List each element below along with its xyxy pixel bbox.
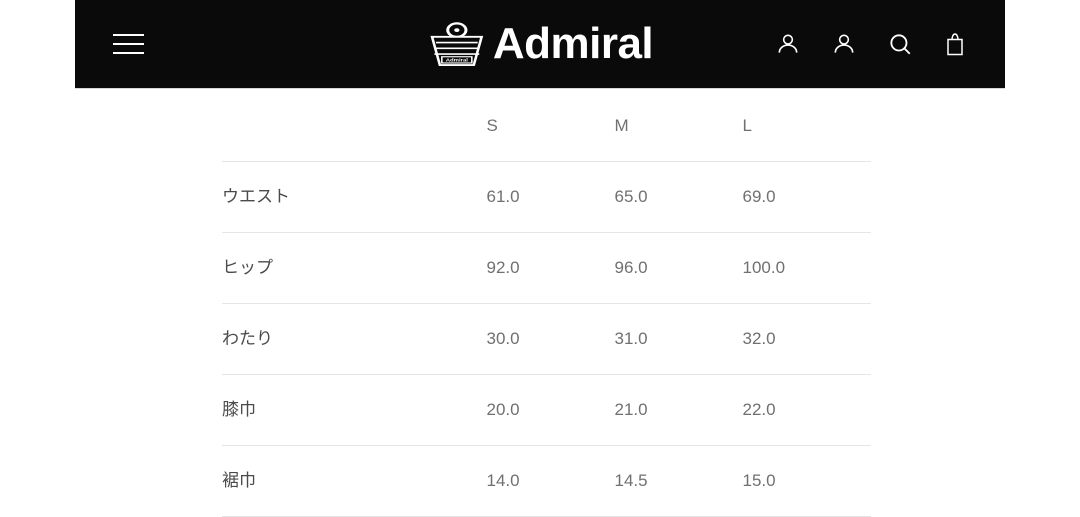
svg-text:Admiral: Admiral — [446, 58, 469, 63]
